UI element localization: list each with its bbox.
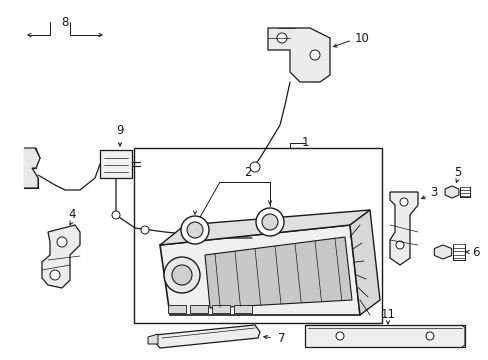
Polygon shape	[433, 245, 451, 259]
Circle shape	[57, 237, 67, 247]
Polygon shape	[160, 225, 359, 315]
Polygon shape	[349, 210, 379, 315]
Bar	[100, 150, 132, 178]
Text: 4: 4	[68, 208, 76, 221]
Polygon shape	[204, 237, 351, 308]
Circle shape	[50, 270, 60, 280]
Bar	[134, 148, 381, 323]
Circle shape	[262, 214, 278, 230]
Bar	[305, 325, 464, 347]
Text: 7: 7	[278, 332, 285, 345]
Text: 10: 10	[354, 31, 369, 45]
Polygon shape	[42, 225, 80, 288]
Text: 8: 8	[61, 15, 68, 28]
Text: 6: 6	[471, 246, 479, 258]
Polygon shape	[267, 28, 329, 82]
Text: 11: 11	[380, 309, 395, 321]
Circle shape	[425, 332, 433, 340]
Circle shape	[249, 162, 260, 172]
Polygon shape	[389, 192, 417, 265]
Circle shape	[395, 241, 403, 249]
Text: 2: 2	[244, 166, 251, 179]
Circle shape	[196, 233, 203, 241]
Polygon shape	[160, 210, 369, 245]
Circle shape	[112, 211, 120, 219]
Text: 3: 3	[429, 185, 436, 198]
Circle shape	[399, 198, 407, 206]
Circle shape	[172, 265, 192, 285]
Circle shape	[163, 257, 200, 293]
Polygon shape	[24, 148, 40, 188]
Circle shape	[186, 222, 203, 238]
Circle shape	[181, 216, 208, 244]
Bar	[212, 305, 229, 313]
Circle shape	[309, 50, 319, 60]
Circle shape	[141, 226, 149, 234]
Circle shape	[335, 332, 343, 340]
Circle shape	[256, 208, 284, 236]
Circle shape	[276, 33, 286, 43]
Text: 5: 5	[453, 166, 461, 179]
Bar	[190, 305, 207, 313]
Bar	[234, 305, 251, 313]
Bar	[168, 305, 185, 313]
Polygon shape	[444, 186, 458, 198]
Text: 9: 9	[116, 123, 123, 136]
Polygon shape	[148, 334, 158, 344]
Polygon shape	[155, 325, 260, 348]
Text: 1: 1	[301, 136, 308, 149]
